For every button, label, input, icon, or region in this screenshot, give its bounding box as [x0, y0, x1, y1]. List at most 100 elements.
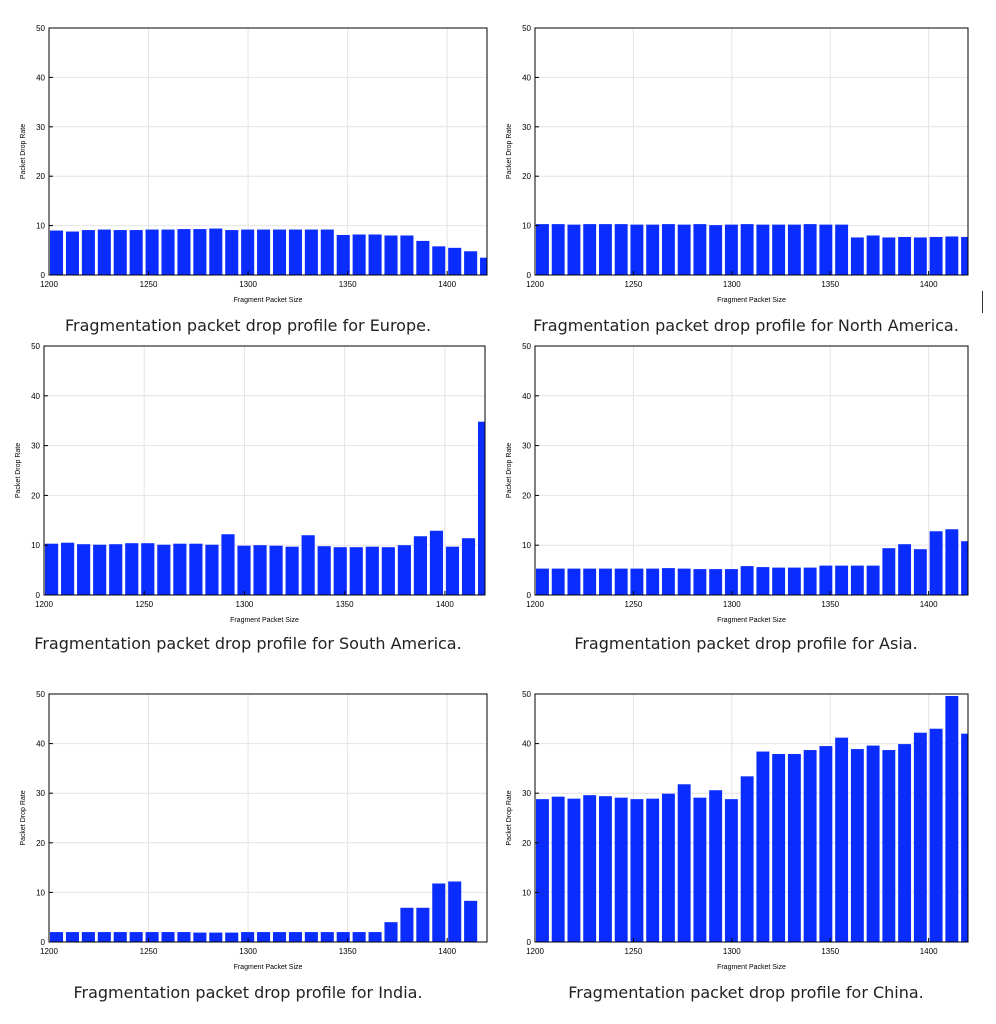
bar — [961, 236, 968, 275]
bar — [898, 236, 912, 275]
bar — [803, 224, 817, 275]
x-tick-label: 1250 — [625, 600, 643, 609]
bar — [368, 234, 382, 275]
bar — [141, 543, 155, 595]
bar — [583, 568, 597, 595]
x-tick-label: 1250 — [140, 280, 158, 289]
y-tick-label: 50 — [522, 24, 531, 33]
bar — [253, 545, 267, 595]
bar — [97, 229, 111, 275]
bar — [803, 567, 817, 595]
bar — [835, 565, 849, 595]
bar — [45, 543, 59, 595]
bar — [724, 569, 738, 595]
x-axis-label: Fragment Packet Size — [717, 297, 786, 304]
y-axis-label: Packet Drop Rate — [20, 790, 27, 845]
bar — [429, 530, 444, 595]
bar — [93, 544, 107, 595]
y-tick-label: 40 — [36, 740, 45, 749]
x-tick-label: 1200 — [526, 947, 544, 956]
bar — [129, 230, 143, 275]
y-tick-label: 10 — [522, 541, 531, 550]
bar — [173, 543, 187, 595]
x-tick-label: 1400 — [438, 280, 456, 289]
bar — [81, 932, 95, 942]
bar — [177, 229, 191, 275]
bar — [677, 224, 691, 275]
bar — [65, 231, 79, 275]
bar — [416, 240, 430, 275]
x-tick-label: 1400 — [920, 600, 938, 609]
bar — [614, 797, 628, 942]
bar — [709, 225, 723, 275]
y-tick-label: 30 — [31, 442, 40, 451]
x-tick-label: 1200 — [40, 947, 58, 956]
bar — [257, 932, 271, 942]
bar — [898, 744, 912, 942]
bar — [567, 798, 581, 942]
bar — [961, 541, 968, 595]
caption-europe: Fragmentation packet drop profile for Eu… — [64, 316, 432, 335]
bar — [304, 932, 318, 942]
x-axis-label: Fragment Packet Size — [717, 964, 786, 971]
x-tick-label: 1250 — [625, 280, 643, 289]
x-tick-label: 1350 — [821, 600, 839, 609]
y-tick-label: 20 — [36, 839, 45, 848]
y-tick-label: 50 — [522, 342, 531, 351]
y-tick-label: 20 — [522, 491, 531, 500]
divider-mark — [982, 291, 983, 313]
bar — [551, 224, 565, 275]
bar — [225, 230, 239, 275]
bar — [913, 732, 927, 942]
x-tick-label: 1300 — [723, 600, 741, 609]
caption-south-america: Fragmentation packet drop profile for So… — [34, 634, 462, 653]
y-tick-label: 30 — [36, 789, 45, 798]
bar — [257, 229, 271, 275]
bar — [945, 695, 959, 942]
bar — [301, 535, 315, 595]
bar — [693, 224, 707, 275]
bar — [145, 229, 159, 275]
bar — [400, 235, 414, 275]
bar — [709, 790, 723, 942]
bar — [461, 538, 476, 595]
bar — [567, 568, 581, 595]
bar — [384, 922, 398, 942]
bar — [740, 776, 754, 942]
bar — [693, 797, 707, 942]
bar — [756, 224, 770, 275]
bar — [740, 224, 754, 275]
x-tick-label: 1350 — [339, 280, 357, 289]
plot-frame — [534, 345, 969, 596]
bar — [661, 793, 675, 942]
bar — [630, 568, 644, 595]
y-tick-label: 30 — [522, 123, 531, 132]
y-tick-label: 0 — [36, 591, 41, 600]
y-tick-label: 20 — [522, 839, 531, 848]
plot-frame — [48, 27, 488, 276]
bar — [189, 543, 203, 595]
y-tick-label: 50 — [522, 690, 531, 699]
x-tick-label: 1300 — [239, 947, 257, 956]
x-tick-label: 1400 — [436, 600, 454, 609]
x-tick-label: 1400 — [920, 947, 938, 956]
bar — [551, 568, 565, 595]
bar — [336, 932, 350, 942]
y-axis-label: Packet Drop Rate — [15, 443, 22, 498]
bar — [882, 548, 896, 595]
plot-frame — [48, 693, 488, 943]
bar — [567, 224, 581, 275]
bar — [445, 546, 460, 595]
plot-frame — [534, 693, 969, 943]
x-tick-label: 1200 — [526, 600, 544, 609]
bar — [205, 544, 219, 595]
bar — [803, 750, 817, 942]
bar — [109, 544, 123, 595]
y-tick-label: 30 — [522, 789, 531, 798]
bar — [225, 932, 239, 942]
bar — [583, 224, 597, 275]
